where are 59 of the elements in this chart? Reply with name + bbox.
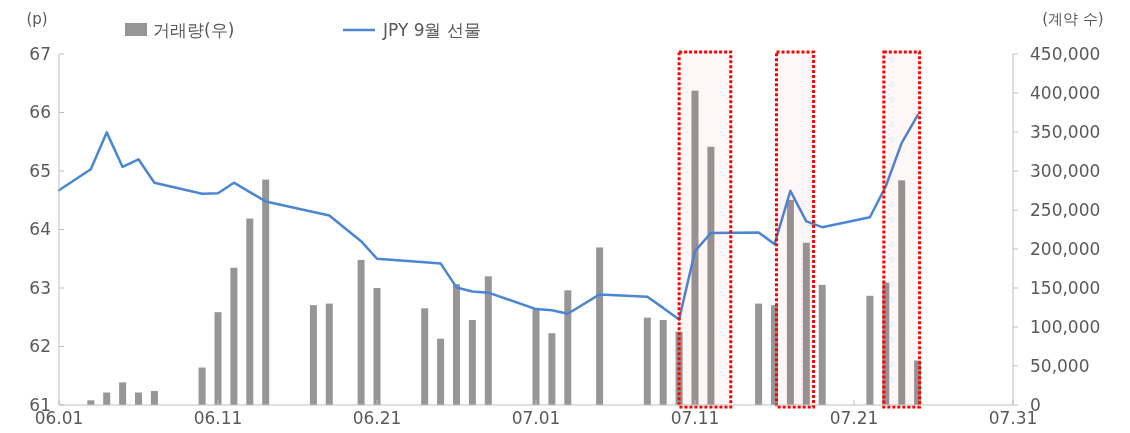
y2-tick-label: 250,000 bbox=[1030, 199, 1101, 220]
x-tick-label: 07.21 bbox=[829, 408, 879, 428]
bar bbox=[866, 295, 874, 405]
bar bbox=[548, 333, 556, 405]
bar bbox=[437, 338, 445, 405]
bar bbox=[882, 282, 890, 405]
y-axis-title: (p) bbox=[26, 10, 48, 28]
y2-tick-label: 100,000 bbox=[1030, 316, 1101, 337]
bar bbox=[564, 290, 572, 405]
y-tick-label: 67 bbox=[29, 43, 51, 64]
x-tick-label: 06.21 bbox=[352, 408, 402, 428]
y2-tick-label: 200,000 bbox=[1030, 238, 1101, 259]
line-series bbox=[57, 114, 919, 321]
bar bbox=[150, 390, 158, 405]
bar bbox=[914, 360, 922, 405]
y2-tick-label: 150,000 bbox=[1030, 277, 1101, 298]
y2-tick-label: 400,000 bbox=[1030, 82, 1101, 103]
y2-axis-title: (계약 수) bbox=[1042, 10, 1104, 28]
bar bbox=[246, 218, 254, 405]
y-tick-label: 62 bbox=[29, 336, 51, 357]
y-tick-label: 66 bbox=[29, 102, 51, 123]
legend-label: JPY 9월 선물 bbox=[382, 19, 481, 40]
x-tick-label: 07.11 bbox=[670, 408, 720, 428]
bar bbox=[532, 309, 540, 405]
y2-tick-label: 300,000 bbox=[1030, 160, 1101, 181]
x-tick-label: 07.01 bbox=[511, 408, 561, 428]
bar bbox=[786, 199, 794, 405]
bar bbox=[802, 242, 810, 405]
bar bbox=[755, 303, 763, 405]
bar bbox=[309, 305, 317, 405]
y2-tick-label: 450,000 bbox=[1030, 43, 1101, 64]
bar bbox=[357, 259, 365, 405]
bar bbox=[421, 308, 429, 405]
y2-tick-label: 50,000 bbox=[1030, 355, 1090, 376]
bar bbox=[643, 317, 651, 405]
y-tick-label: 63 bbox=[29, 277, 51, 298]
bar bbox=[659, 319, 667, 405]
bar bbox=[453, 284, 460, 405]
bar bbox=[198, 367, 206, 405]
bar bbox=[230, 267, 238, 405]
bar bbox=[771, 305, 778, 405]
bar bbox=[373, 288, 381, 405]
bar bbox=[262, 179, 270, 405]
bar bbox=[898, 180, 906, 405]
bar bbox=[675, 331, 683, 405]
bar bbox=[596, 247, 604, 405]
legend-label: 거래량(우) bbox=[153, 19, 235, 40]
bar bbox=[468, 319, 476, 405]
bar bbox=[707, 146, 715, 405]
bar bbox=[214, 312, 222, 405]
bar bbox=[691, 90, 699, 405]
bar bbox=[325, 303, 333, 405]
bar bbox=[818, 284, 826, 405]
y2-tick-label: 350,000 bbox=[1030, 121, 1101, 142]
x-tick-label: 06.11 bbox=[193, 408, 243, 428]
y-tick-label: 65 bbox=[29, 160, 51, 181]
bar bbox=[484, 276, 492, 405]
y-tick-label: 64 bbox=[29, 219, 51, 240]
bar bbox=[119, 382, 127, 405]
